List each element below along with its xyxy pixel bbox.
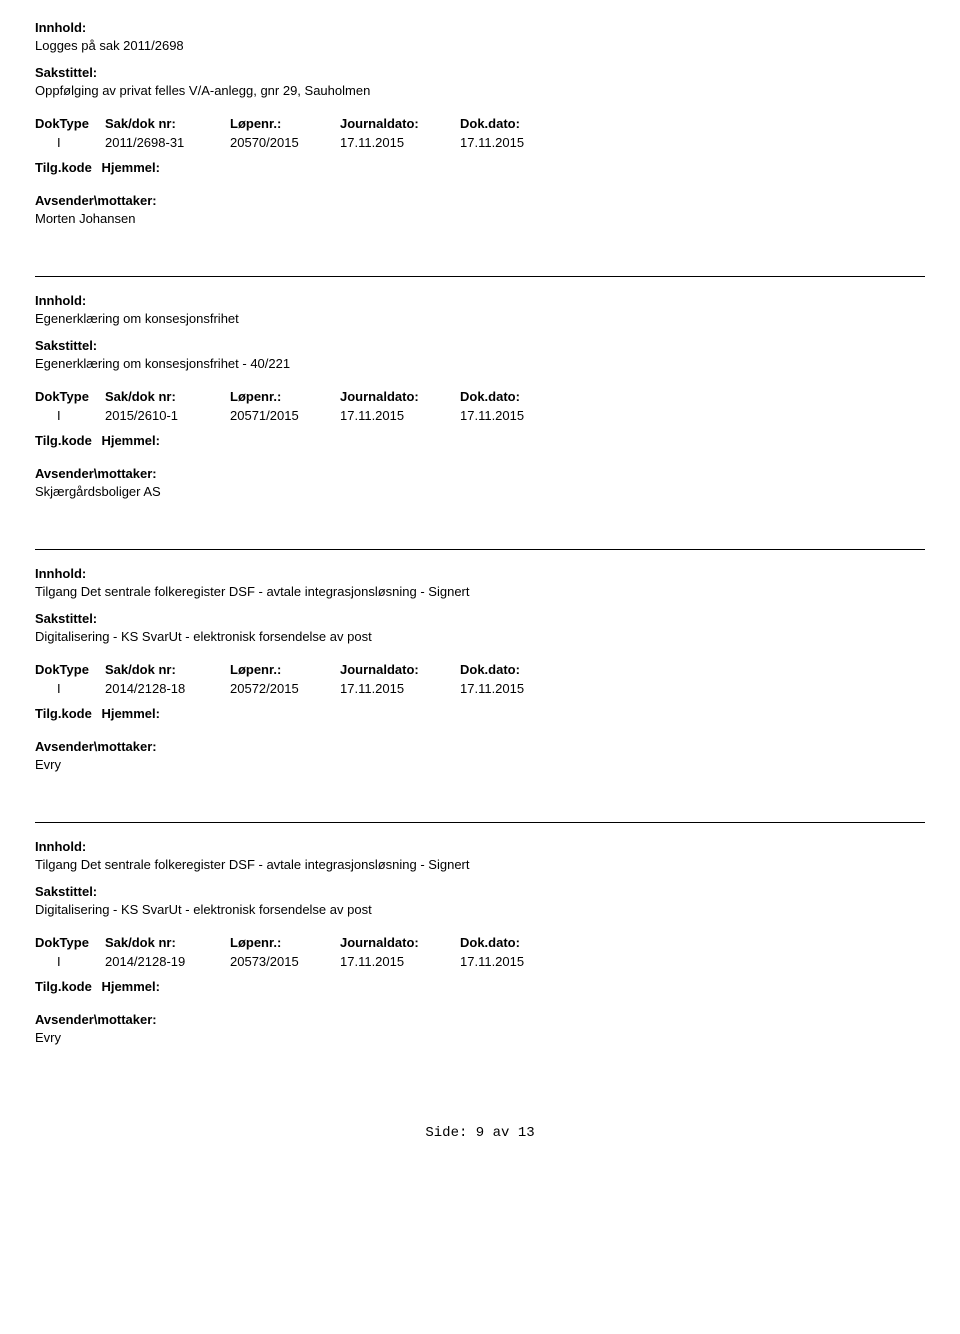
saknr-value: 2011/2698-31 [105, 135, 230, 150]
footer-prefix: Side: [425, 1125, 467, 1141]
columns-header: DokType Sak/dok nr: Løpenr.: Journaldato… [35, 389, 925, 404]
columns-header: DokType Sak/dok nr: Løpenr.: Journaldato… [35, 662, 925, 677]
col-dokdato-header: Dok.dato: [460, 116, 570, 131]
tilgkode-label: Tilg.kode [35, 160, 92, 175]
tilg-row: Tilg.kode Hjemmel: [35, 979, 925, 994]
sakstittel-label: Sakstittel: [35, 611, 925, 626]
hjemmel-label: Hjemmel: [101, 979, 160, 994]
col-dokdato-header: Dok.dato: [460, 662, 570, 677]
avsender-label: Avsender\mottaker: [35, 466, 925, 481]
lopenr-value: 20572/2015 [230, 681, 340, 696]
col-lopenr-header: Løpenr.: [230, 116, 340, 131]
saknr-value: 2015/2610-1 [105, 408, 230, 423]
footer-current: 9 [476, 1125, 484, 1141]
col-journaldato-header: Journaldato: [340, 116, 460, 131]
col-doktype-header: DokType [35, 389, 105, 404]
dokdato-value: 17.11.2015 [460, 408, 570, 423]
col-lopenr-header: Løpenr.: [230, 935, 340, 950]
hjemmel-label: Hjemmel: [101, 706, 160, 721]
col-doktype-header: DokType [35, 116, 105, 131]
journaldato-value: 17.11.2015 [340, 135, 460, 150]
sakstittel-value: Oppfølging av privat felles V/A-anlegg, … [35, 83, 925, 98]
journaldato-value: 17.11.2015 [340, 681, 460, 696]
innhold-value: Tilgang Det sentrale folkeregister DSF -… [35, 584, 925, 599]
divider [35, 549, 925, 550]
col-lopenr-header: Løpenr.: [230, 389, 340, 404]
divider [35, 276, 925, 277]
saknr-value: 2014/2128-18 [105, 681, 230, 696]
doktype-value: I [35, 681, 105, 696]
innhold-value: Egenerklæring om konsesjonsfrihet [35, 311, 925, 326]
col-journaldato-header: Journaldato: [340, 389, 460, 404]
avsender-value: Evry [35, 757, 925, 772]
dokdato-value: 17.11.2015 [460, 954, 570, 969]
columns-header: DokType Sak/dok nr: Løpenr.: Journaldato… [35, 935, 925, 950]
col-doktype-header: DokType [35, 662, 105, 677]
doktype-value: I [35, 408, 105, 423]
sakstittel-label: Sakstittel: [35, 884, 925, 899]
col-dokdato-header: Dok.dato: [460, 935, 570, 950]
columns-row: I 2014/2128-19 20573/2015 17.11.2015 17.… [35, 954, 925, 969]
col-journaldato-header: Journaldato: [340, 662, 460, 677]
page-footer: Side: 9 av 13 [35, 1125, 925, 1141]
sakstittel-value: Egenerklæring om konsesjonsfrihet - 40/2… [35, 356, 925, 371]
lopenr-value: 20573/2015 [230, 954, 340, 969]
columns-row: I 2015/2610-1 20571/2015 17.11.2015 17.1… [35, 408, 925, 423]
avsender-label: Avsender\mottaker: [35, 1012, 925, 1027]
lopenr-value: 20571/2015 [230, 408, 340, 423]
col-saknr-header: Sak/dok nr: [105, 116, 230, 131]
sakstittel-value: Digitalisering - KS SvarUt - elektronisk… [35, 902, 925, 917]
columns-row: I 2011/2698-31 20570/2015 17.11.2015 17.… [35, 135, 925, 150]
entry-1: Innhold: Egenerklæring om konsesjonsfrih… [35, 293, 925, 499]
tilgkode-label: Tilg.kode [35, 706, 92, 721]
sakstittel-label: Sakstittel: [35, 338, 925, 353]
innhold-label: Innhold: [35, 566, 925, 581]
dokdato-value: 17.11.2015 [460, 681, 570, 696]
dokdato-value: 17.11.2015 [460, 135, 570, 150]
entry-3: Innhold: Tilgang Det sentrale folkeregis… [35, 839, 925, 1045]
innhold-label: Innhold: [35, 293, 925, 308]
avsender-value: Skjærgårdsboliger AS [35, 484, 925, 499]
sakstittel-value: Digitalisering - KS SvarUt - elektronisk… [35, 629, 925, 644]
lopenr-value: 20570/2015 [230, 135, 340, 150]
col-saknr-header: Sak/dok nr: [105, 389, 230, 404]
avsender-value: Morten Johansen [35, 211, 925, 226]
journaldato-value: 17.11.2015 [340, 408, 460, 423]
avsender-value: Evry [35, 1030, 925, 1045]
innhold-label: Innhold: [35, 839, 925, 854]
avsender-label: Avsender\mottaker: [35, 739, 925, 754]
col-lopenr-header: Løpenr.: [230, 662, 340, 677]
columns-row: I 2014/2128-18 20572/2015 17.11.2015 17.… [35, 681, 925, 696]
doktype-value: I [35, 135, 105, 150]
entry-0: Innhold: Logges på sak 2011/2698 Sakstit… [35, 20, 925, 226]
doktype-value: I [35, 954, 105, 969]
footer-total: 13 [518, 1125, 535, 1141]
sakstittel-label: Sakstittel: [35, 65, 925, 80]
journaldato-value: 17.11.2015 [340, 954, 460, 969]
tilg-row: Tilg.kode Hjemmel: [35, 433, 925, 448]
col-doktype-header: DokType [35, 935, 105, 950]
col-saknr-header: Sak/dok nr: [105, 662, 230, 677]
footer-sep: av [493, 1125, 510, 1141]
innhold-value: Logges på sak 2011/2698 [35, 38, 925, 53]
avsender-label: Avsender\mottaker: [35, 193, 925, 208]
hjemmel-label: Hjemmel: [101, 433, 160, 448]
innhold-label: Innhold: [35, 20, 925, 35]
entry-2: Innhold: Tilgang Det sentrale folkeregis… [35, 566, 925, 772]
tilgkode-label: Tilg.kode [35, 979, 92, 994]
saknr-value: 2014/2128-19 [105, 954, 230, 969]
col-dokdato-header: Dok.dato: [460, 389, 570, 404]
col-journaldato-header: Journaldato: [340, 935, 460, 950]
tilg-row: Tilg.kode Hjemmel: [35, 160, 925, 175]
divider [35, 822, 925, 823]
col-saknr-header: Sak/dok nr: [105, 935, 230, 950]
tilg-row: Tilg.kode Hjemmel: [35, 706, 925, 721]
tilgkode-label: Tilg.kode [35, 433, 92, 448]
hjemmel-label: Hjemmel: [101, 160, 160, 175]
columns-header: DokType Sak/dok nr: Løpenr.: Journaldato… [35, 116, 925, 131]
innhold-value: Tilgang Det sentrale folkeregister DSF -… [35, 857, 925, 872]
